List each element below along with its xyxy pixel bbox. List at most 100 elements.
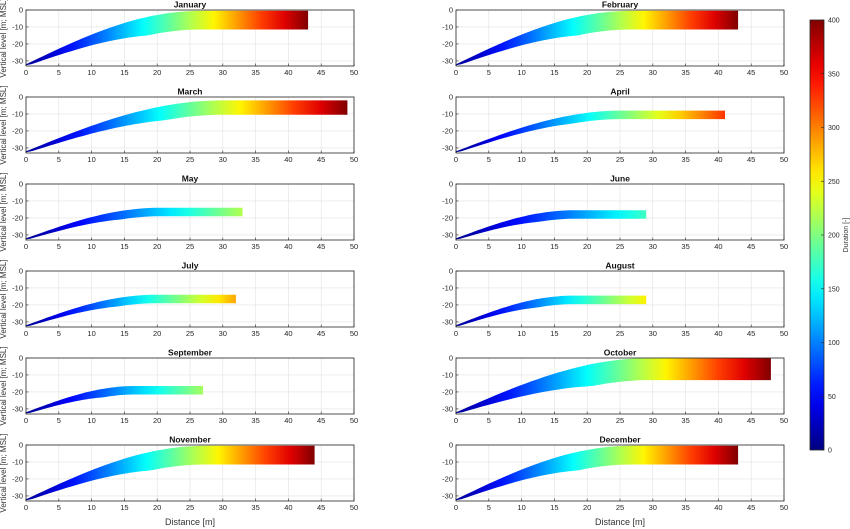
x-tick-label: 45 xyxy=(317,242,325,251)
x-tick-label: 10 xyxy=(87,329,95,338)
x-tick-label: 0 xyxy=(454,155,458,164)
x-tick-label: 10 xyxy=(87,503,95,512)
colorbar-tick-label: 0 xyxy=(828,448,832,455)
duration-shape-may xyxy=(26,207,243,240)
x-tick-label: 50 xyxy=(780,68,788,77)
x-tick-label: 20 xyxy=(583,503,591,512)
panel-september: 0 5 10 15 20 25 30 35 40 45 50 0 -10 -20 -30 September V… xyxy=(0,346,358,425)
panel-title-november: November xyxy=(169,435,211,445)
x-tick-label: 50 xyxy=(780,155,788,164)
x-tick-label: 45 xyxy=(317,503,325,512)
y-tick-label: -30 xyxy=(442,405,453,414)
x-tick-label: 0 xyxy=(454,68,458,77)
x-tick-label: 45 xyxy=(747,155,755,164)
duration-shape-october xyxy=(456,358,771,414)
x-tick-label: 50 xyxy=(780,416,788,425)
y-tick-label: 0 xyxy=(19,180,23,189)
x-tick-label: 30 xyxy=(649,155,657,164)
y-tick-label: -20 xyxy=(442,388,453,397)
panel-november: 0 5 10 15 20 25 30 35 40 45 50 0 -10 -20 -30 November Ve… xyxy=(0,433,358,512)
x-tick-label: 30 xyxy=(649,416,657,425)
x-tick-label: 40 xyxy=(284,503,292,512)
y-tick-label: -30 xyxy=(12,318,23,327)
x-tick-label: 45 xyxy=(747,416,755,425)
x-tick-label: 10 xyxy=(87,68,95,77)
x-tick-label: 25 xyxy=(616,329,624,338)
x-tick-label: 30 xyxy=(649,242,657,251)
y-tick-label: -30 xyxy=(12,144,23,153)
x-tick-label: 25 xyxy=(186,503,194,512)
x-tick-label: 10 xyxy=(517,155,525,164)
y-tick-label: -20 xyxy=(12,214,23,223)
duration-shape-august xyxy=(456,295,647,327)
x-tick-label: 5 xyxy=(487,242,491,251)
panel-may: 0 5 10 15 20 25 30 35 40 45 50 0 -10 -20 -30 May Vertica… xyxy=(0,172,358,251)
x-tick-label: 20 xyxy=(583,242,591,251)
x-tick-label: 20 xyxy=(583,68,591,77)
colorbar-tick-label: 300 xyxy=(828,125,840,132)
x-tick-label: 40 xyxy=(714,329,722,338)
x-tick-label: 20 xyxy=(153,68,161,77)
x-tick-label: 15 xyxy=(120,503,128,512)
x-tick-label: 25 xyxy=(186,242,194,251)
panel-title-may: May xyxy=(182,174,199,184)
x-tick-label: 30 xyxy=(649,68,657,77)
y-tick-label: -30 xyxy=(12,492,23,501)
y-tick-label: -20 xyxy=(12,475,23,484)
panel-march: 0 5 10 15 20 25 30 35 40 45 50 0 -10 -20 -30 March Verti… xyxy=(0,85,358,164)
y-tick-label: -10 xyxy=(442,110,453,119)
panel-title-january: January xyxy=(174,0,207,10)
x-tick-label: 35 xyxy=(251,68,259,77)
panel-title-october: October xyxy=(604,348,637,358)
y-tick-label: 0 xyxy=(19,6,23,15)
y-tick-label: -10 xyxy=(12,284,23,293)
duration-shape-march xyxy=(26,100,348,153)
y-axis-label: Vertical level [m; MSL] xyxy=(0,346,8,425)
colorbar-tick-label: 200 xyxy=(828,233,840,240)
duration-shape-february xyxy=(456,10,739,66)
x-tick-label: 30 xyxy=(649,329,657,338)
x-tick-label: 40 xyxy=(284,242,292,251)
panel-january: 0 5 10 15 20 25 30 35 40 45 50 0 -10 -20 -30 January Ver… xyxy=(0,0,358,78)
x-tick-label: 15 xyxy=(550,329,558,338)
x-tick-label: 30 xyxy=(219,242,227,251)
panel-title-june: June xyxy=(610,174,630,184)
y-tick-label: 0 xyxy=(19,93,23,102)
x-tick-label: 35 xyxy=(681,416,689,425)
y-tick-label: -20 xyxy=(442,214,453,223)
x-tick-label: 5 xyxy=(57,68,61,77)
x-tick-label: 25 xyxy=(186,155,194,164)
x-tick-label: 0 xyxy=(454,329,458,338)
y-tick-label: -30 xyxy=(442,492,453,501)
x-tick-label: 20 xyxy=(583,329,591,338)
panel-title-august: August xyxy=(605,261,634,271)
x-tick-label: 25 xyxy=(616,416,624,425)
y-tick-label: -30 xyxy=(442,144,453,153)
x-tick-label: 50 xyxy=(780,329,788,338)
x-tick-label: 40 xyxy=(714,155,722,164)
x-tick-label: 5 xyxy=(487,503,491,512)
x-tick-label: 10 xyxy=(517,68,525,77)
x-tick-label: 50 xyxy=(350,242,358,251)
x-tick-label: 35 xyxy=(251,416,259,425)
x-tick-label: 5 xyxy=(57,416,61,425)
panel-june: 0 5 10 15 20 25 30 35 40 45 50 0 -10 -20 -30 June xyxy=(442,174,788,252)
y-tick-label: -10 xyxy=(442,458,453,467)
x-tick-label: 40 xyxy=(284,68,292,77)
x-tick-label: 10 xyxy=(517,242,525,251)
x-tick-label: 15 xyxy=(120,329,128,338)
x-tick-label: 25 xyxy=(616,242,624,251)
y-tick-label: 0 xyxy=(449,180,453,189)
y-tick-label: -10 xyxy=(12,23,23,32)
x-tick-label: 35 xyxy=(681,68,689,77)
x-tick-label: 25 xyxy=(616,503,624,512)
x-tick-label: 50 xyxy=(780,242,788,251)
x-tick-label: 35 xyxy=(681,503,689,512)
y-tick-label: -20 xyxy=(442,40,453,49)
x-tick-label: 50 xyxy=(350,68,358,77)
colorbar-label: Duration [-] xyxy=(843,218,850,253)
y-tick-label: -20 xyxy=(12,40,23,49)
x-tick-label: 50 xyxy=(350,503,358,512)
x-tick-label: 40 xyxy=(284,155,292,164)
